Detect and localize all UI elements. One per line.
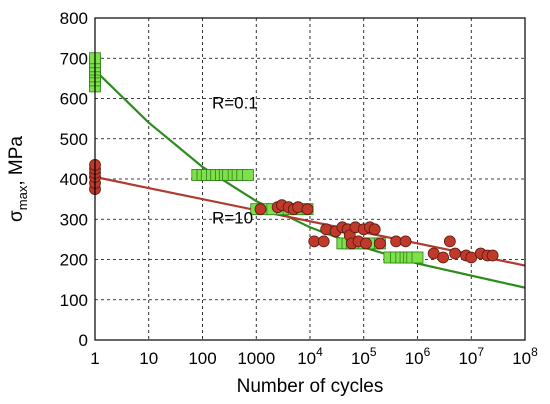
y-axis-label-sub: max xyxy=(15,185,30,210)
r10-point xyxy=(399,235,412,248)
r10-point xyxy=(443,235,456,248)
x-tick-label: 106 xyxy=(405,345,431,368)
r01-point xyxy=(242,169,254,181)
y-tick-label: 800 xyxy=(60,9,88,28)
r01-fit-line xyxy=(94,69,526,289)
plot-frame xyxy=(94,17,526,341)
x-tick-label: 1 xyxy=(90,349,99,368)
r10-point xyxy=(317,235,330,248)
r10-point xyxy=(254,203,267,216)
x-tick-label: 105 xyxy=(351,345,377,368)
y-axis-label-rest: , MPa xyxy=(6,136,27,186)
y-tick-label: 400 xyxy=(60,170,88,189)
x-tick-label: 100 xyxy=(188,349,216,368)
x-tick-label: 1000 xyxy=(237,349,275,368)
y-axis-label: σmax, MPa xyxy=(6,136,30,222)
curve-annotation: R=0.1 xyxy=(212,94,258,113)
x-tick-label: 107 xyxy=(458,345,484,368)
axis-ticks: 1 10 100 1000 104 105 106 107 108 0 100 200 300 400 50… xyxy=(60,9,538,368)
y-axis-label-main: σ xyxy=(6,210,27,222)
x-tick-label: 108 xyxy=(512,345,538,368)
r10-point xyxy=(437,251,450,264)
r10-point xyxy=(486,249,499,262)
x-axis-label: Number of cycles xyxy=(237,376,384,397)
curve-annotation: R=10 xyxy=(212,208,253,227)
r10-point xyxy=(368,223,381,236)
r10-point xyxy=(301,203,314,216)
r10-point xyxy=(374,237,386,250)
y-tick-label: 300 xyxy=(60,210,88,229)
r10-point xyxy=(449,247,461,260)
r10-point xyxy=(360,237,372,250)
x-tick-label: 104 xyxy=(297,345,323,368)
r01-point xyxy=(411,251,424,264)
y-tick-label: 0 xyxy=(79,331,88,350)
y-tick-label: 600 xyxy=(60,90,88,109)
y-tick-label: 700 xyxy=(60,49,88,68)
x-tick-label: 10 xyxy=(139,349,158,368)
y-tick-label: 100 xyxy=(60,291,88,310)
annotations: R=0.1 R=10 xyxy=(212,94,258,228)
y-tick-label: 200 xyxy=(60,251,88,270)
r10-point xyxy=(292,201,304,214)
y-tick-label: 500 xyxy=(60,130,88,149)
r10-point xyxy=(320,223,333,236)
